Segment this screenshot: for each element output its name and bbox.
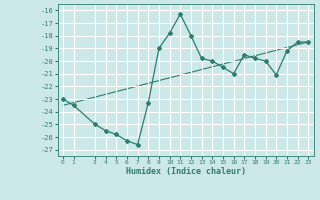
X-axis label: Humidex (Indice chaleur): Humidex (Indice chaleur)	[125, 167, 246, 176]
